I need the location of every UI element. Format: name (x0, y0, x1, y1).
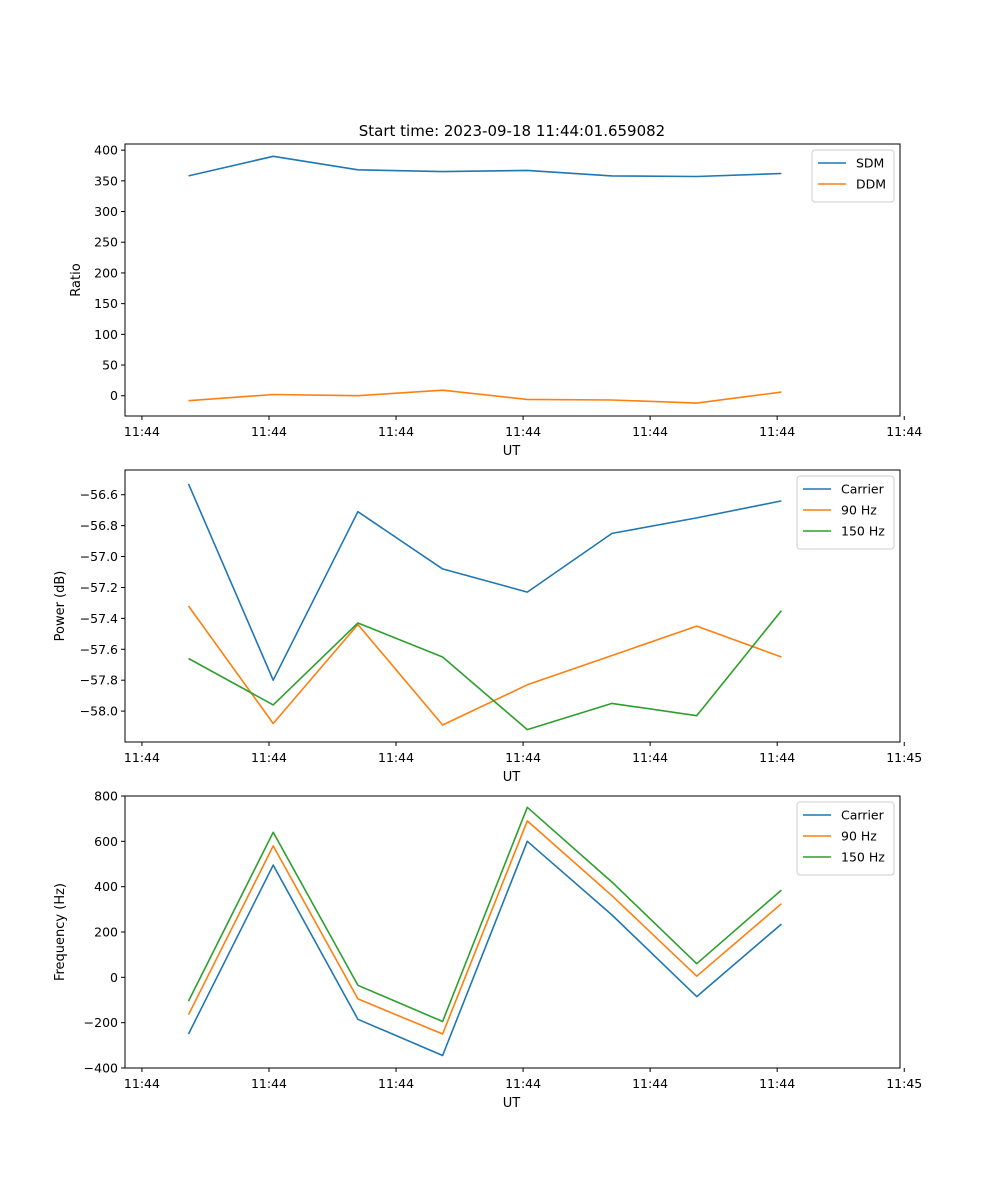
y-tick-label: 350 (94, 173, 118, 188)
legend-label: Carrier (841, 808, 885, 823)
series-line-ddm (188, 389, 782, 404)
y-tick-label: 600 (94, 834, 118, 849)
x-tick-label: 11:44 (505, 750, 541, 765)
y-tick-label: 200 (94, 925, 118, 940)
y-tick-label: −56.8 (80, 518, 118, 533)
x-tick-label: 11:45 (886, 1076, 922, 1091)
x-axis-label: UT (503, 1096, 521, 1111)
y-axis-label: Power (dB) (53, 571, 68, 642)
x-tick-label: 11:44 (251, 1076, 287, 1091)
series-line-90-hz (187, 605, 782, 726)
x-tick-label: 11:44 (632, 1076, 668, 1091)
x-tick-label: 11:44 (759, 424, 795, 439)
chart-panel-2: −58.0 −57.8 −57.6 −57.4 −57.2 −57.0 −56.8 −56.6… (53, 469, 922, 785)
legend-label: 150 Hz (841, 524, 885, 539)
y-tick-label: 300 (94, 204, 118, 219)
x-tick-label: 11:44 (632, 750, 668, 765)
y-tick-label: −57.0 (80, 549, 118, 564)
x-tick-label: 11:44 (124, 424, 160, 439)
y-tick-label: −57.2 (80, 580, 118, 595)
y-tick-label: 400 (94, 143, 118, 158)
axes-frame (124, 143, 901, 417)
x-tick-label: 11:44 (378, 750, 414, 765)
y-tick-label: 0 (110, 388, 118, 403)
x-tick-label: 11:44 (759, 1076, 795, 1091)
x-tick-label: 11:44 (124, 750, 160, 765)
x-axis-label: UT (503, 444, 521, 459)
x-tick-label: 11:44 (886, 424, 922, 439)
legend: Carrier 90 Hz 150 Hz (796, 475, 895, 550)
x-tick-label: 11:44 (251, 750, 287, 765)
legend-label: 90 Hz (841, 503, 877, 518)
legend-label: DDM (856, 177, 886, 192)
x-tick-label: 11:44 (759, 750, 795, 765)
series-line-sdm (188, 155, 782, 178)
y-tick-label: −200 (84, 1015, 118, 1030)
x-tick-label: 11:44 (251, 424, 287, 439)
x-tick-label: 11:45 (886, 750, 922, 765)
figure-title: Start time: 2023-09-18 11:44:01.659082 (359, 122, 665, 140)
chart-panel-3: −400 −200 0 200 400 600 800 11:44 11:44 11:44 11:4… (53, 789, 922, 1112)
y-tick-label: −58.0 (80, 704, 118, 719)
y-tick-label: 250 (94, 235, 118, 250)
x-tick-label: 11:44 (505, 424, 541, 439)
legend-label: 150 Hz (841, 850, 885, 865)
axes-frame (124, 795, 901, 1069)
y-tick-label: −57.8 (80, 673, 118, 688)
series-line-carrier (187, 483, 782, 682)
x-tick-label: 11:44 (124, 1076, 160, 1091)
y-tick-label: −57.6 (80, 642, 118, 657)
y-tick-label: −400 (84, 1061, 118, 1076)
y-axis-label: Ratio (69, 263, 84, 296)
series-line-150-hz (188, 610, 783, 731)
y-tick-label: 50 (102, 358, 118, 373)
axes-frame (124, 469, 901, 743)
x-tick-label: 11:44 (505, 1076, 541, 1091)
y-tick-label: 150 (94, 296, 118, 311)
y-tick-label: −57.4 (80, 611, 118, 626)
legend-label: 90 Hz (841, 829, 877, 844)
y-tick-label: 800 (94, 789, 118, 804)
y-tick-label: 100 (94, 327, 118, 342)
x-tick-label: 11:44 (378, 424, 414, 439)
series-line-carrier (187, 840, 782, 1057)
y-axis-label: Frequency (Hz) (53, 883, 68, 981)
y-tick-label: 0 (110, 970, 118, 985)
legend: Carrier 90 Hz 150 Hz (796, 801, 895, 876)
y-tick-label: 200 (94, 265, 118, 280)
series-line-90-hz (187, 820, 782, 1035)
legend-label: Carrier (841, 482, 885, 497)
legend: SDM DDM (811, 149, 895, 203)
x-axis-label: UT (503, 770, 521, 785)
x-tick-label: 11:44 (378, 1076, 414, 1091)
y-tick-label: −56.6 (80, 487, 118, 502)
x-tick-label: 11:44 (632, 424, 668, 439)
legend-label: SDM (856, 156, 884, 171)
series-line-150-hz (187, 806, 782, 1023)
chart-panel-1: 0 50 100 150 200 250 300 350 400 11:44 11:44 11:44 1… (69, 143, 922, 459)
y-tick-label: 400 (94, 879, 118, 894)
